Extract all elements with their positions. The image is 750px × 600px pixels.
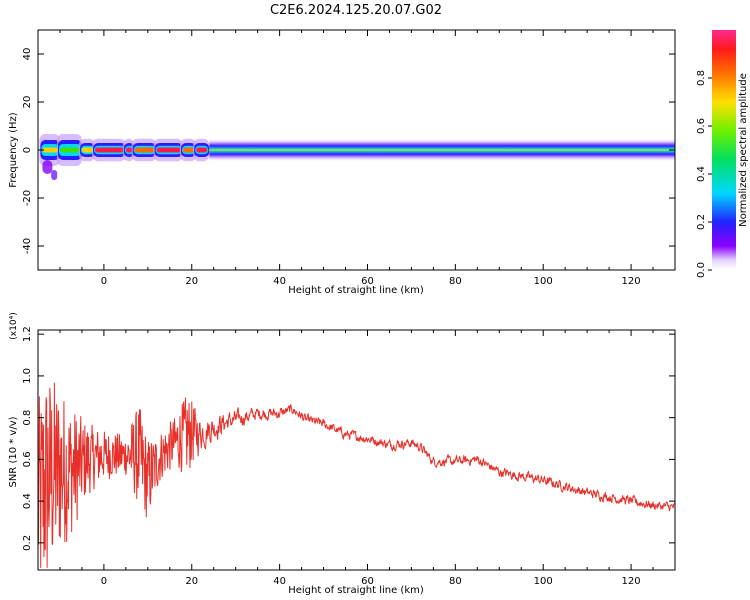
y-tick-label: 0.2 (22, 535, 33, 551)
snr-x-label: Height of straight line (km) (288, 585, 424, 596)
colorbar-ticks: 0.0 0.2 0.4 0.6 0.8 (696, 70, 712, 278)
colorbar-tick-label: 0.8 (696, 70, 707, 86)
y-tick-label: -20 (22, 190, 33, 206)
snr-y-label: SNR (10 * v/v) (8, 416, 19, 487)
x-tick-label: 0 (101, 276, 107, 287)
spectrogram-plot: 0 20 40 60 80 100 120 -40 -20 0 20 40 Height of st… (8, 29, 676, 296)
colorbar-tick-label: 0.6 (696, 118, 707, 134)
x-tick-label: 60 (361, 276, 374, 287)
colorbar-label: Normalized spectral amplitude (738, 73, 749, 227)
snr-series-line (38, 382, 675, 568)
spectral-artifact (42, 160, 53, 174)
y-tick-label: 40 (22, 48, 33, 61)
snr-y-multiplier: (x10⁴) (9, 312, 19, 339)
y-tick-label: 1.0 (22, 368, 33, 384)
spectral-peak (196, 147, 208, 153)
y-tick-label: 1.2 (22, 326, 33, 342)
spectrogram-y-label: Frequency (Hz) (8, 112, 19, 188)
spectral-peak (59, 147, 80, 153)
x-tick-label: 80 (449, 276, 462, 287)
y-tick-label: 0.6 (22, 451, 33, 467)
spectral-peak (81, 147, 94, 153)
snr-plot: 0 20 40 60 80 100 120 0.2 0.4 0.6 0.8 1.0 1.2 Heigh… (8, 312, 676, 596)
spectral-artifact (51, 170, 58, 180)
x-tick-label: 80 (449, 576, 462, 587)
colorbar-tick-label: 0.2 (696, 214, 707, 230)
spectrogram-x-ticks: 0 20 40 60 80 100 120 (59, 30, 676, 287)
spectral-peak (134, 147, 155, 153)
spectral-band (39, 134, 675, 180)
y-tick-label: 0 (22, 147, 33, 153)
spectral-peak (95, 147, 124, 153)
spectral-peak (125, 147, 133, 153)
spectral-peak (182, 147, 195, 153)
colorbar-tick-label: 0.0 (696, 262, 707, 278)
x-tick-label: 100 (534, 576, 553, 587)
colorbar: 0.0 0.2 0.4 0.6 0.8 Normalized spectral ampl… (696, 30, 749, 278)
colorbar-tick-label: 0.4 (696, 166, 707, 182)
x-tick-label: 100 (534, 276, 553, 287)
x-tick-label: 20 (185, 276, 198, 287)
x-tick-label: 0 (101, 576, 107, 587)
y-tick-label: 0.8 (22, 410, 33, 426)
y-tick-label: -40 (22, 238, 33, 254)
x-tick-label: 40 (273, 276, 286, 287)
snr-frame (37, 329, 676, 571)
spectrogram-y-ticks: -40 -20 0 20 40 (22, 48, 675, 254)
y-tick-label: 0.4 (22, 493, 33, 509)
x-tick-label: 20 (185, 576, 198, 587)
spectral-peak (42, 147, 58, 153)
snr-x-ticks: 0 20 40 60 80 100 120 (59, 330, 676, 587)
x-tick-label: 120 (622, 576, 641, 587)
colorbar-gradient (712, 30, 736, 270)
y-tick-label: 20 (22, 96, 33, 109)
spectral-peak (156, 147, 181, 153)
x-tick-label: 60 (361, 576, 374, 587)
x-tick-label: 120 (622, 276, 641, 287)
figure-title: C2E6.2024.125.20.07.G02 (270, 3, 442, 18)
spectrogram-x-label: Height of straight line (km) (288, 285, 424, 296)
snr-y-ticks: 0.2 0.4 0.6 0.8 1.0 1.2 (22, 326, 675, 551)
x-tick-label: 40 (273, 576, 286, 587)
